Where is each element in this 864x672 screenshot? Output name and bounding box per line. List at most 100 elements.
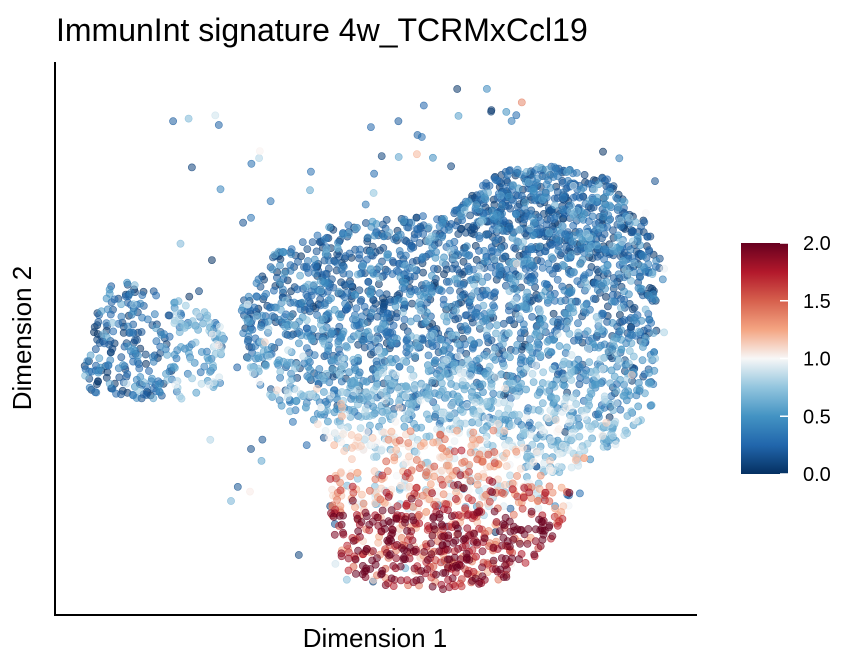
cell-point (94, 318, 103, 326)
cell-point (517, 192, 526, 200)
cell-point (476, 218, 485, 227)
cell-point (108, 318, 117, 327)
cell-point (342, 575, 351, 584)
cell-point (444, 475, 453, 484)
cell-point (417, 423, 426, 432)
cell-point (358, 562, 367, 570)
cell-point (369, 189, 378, 197)
cell-point (365, 520, 374, 529)
cell-point (251, 342, 260, 350)
cell-point (409, 516, 418, 525)
cell-point (379, 232, 388, 241)
cell-point (489, 389, 498, 398)
cell-point (396, 273, 405, 282)
cell-point (397, 576, 405, 585)
cell-point (196, 368, 205, 377)
cell-point (652, 257, 661, 265)
cell-point (337, 412, 346, 421)
cell-point (414, 341, 423, 350)
cell-point (424, 223, 433, 231)
cell-point (572, 168, 581, 177)
cell-point (476, 293, 485, 302)
cell-point (567, 376, 576, 384)
cell-point (484, 188, 492, 197)
cell-point (366, 123, 375, 131)
cell-point (336, 313, 345, 322)
cell-point (346, 280, 354, 288)
cell-point (430, 462, 439, 471)
cell-point (333, 244, 342, 252)
cell-point (296, 305, 305, 314)
cell-point (569, 393, 577, 402)
cell-point (348, 496, 357, 505)
cell-point (419, 101, 428, 110)
cell-point (472, 255, 481, 264)
cell-point (365, 486, 374, 495)
cell-point (306, 365, 314, 374)
colorbar-tick-label: 1.0 (803, 349, 831, 371)
cell-point (519, 443, 528, 452)
cell-point (346, 377, 355, 386)
cell-point (628, 237, 637, 246)
cell-point (461, 419, 470, 428)
cell-point (614, 203, 623, 212)
cell-point (519, 238, 527, 246)
cell-point (357, 295, 366, 304)
cell-point (298, 298, 307, 307)
cell-point (357, 490, 366, 499)
cell-point (569, 221, 578, 230)
cell-point (281, 322, 289, 331)
cell-point (286, 377, 294, 386)
cell-point (550, 169, 558, 178)
cell-point (491, 236, 500, 245)
cell-point (563, 167, 572, 176)
cell-point (487, 107, 495, 116)
cell-point (535, 515, 543, 524)
cell-point (481, 316, 490, 325)
cell-point (276, 278, 284, 286)
cell-point (429, 264, 438, 273)
cell-point (574, 328, 583, 337)
cell-point (484, 450, 493, 459)
cell-point (610, 372, 619, 381)
cell-point (428, 489, 436, 497)
cell-point (205, 380, 214, 389)
cell-point (110, 295, 119, 304)
cell-point (454, 352, 463, 360)
cell-point (466, 362, 474, 371)
cell-point (502, 462, 511, 470)
cell-point (631, 218, 640, 227)
cell-point (535, 242, 544, 251)
cell-point (294, 339, 303, 348)
cell-point (520, 484, 529, 492)
cell-point (626, 245, 635, 254)
cell-point (616, 216, 625, 225)
cell-point (454, 340, 462, 348)
cell-point (606, 379, 615, 388)
cell-point (580, 454, 589, 462)
cell-point (339, 511, 347, 520)
cell-point (388, 526, 397, 534)
cell-point (348, 405, 357, 414)
cell-point (554, 462, 563, 471)
cell-point (163, 350, 172, 359)
cell-point (636, 262, 645, 270)
cell-point (368, 217, 377, 226)
cell-point (453, 274, 462, 283)
cell-point (490, 255, 499, 263)
cell-point (648, 270, 657, 278)
cell-point (244, 292, 253, 301)
cell-point (408, 399, 417, 408)
cell-point (337, 265, 346, 274)
cell-point (174, 297, 183, 306)
cell-point (470, 529, 479, 538)
cell-point (276, 261, 284, 270)
cell-point (412, 484, 421, 492)
cell-point (427, 550, 436, 559)
cell-point (175, 392, 184, 401)
cell-point (391, 371, 400, 380)
cell-point (117, 300, 126, 309)
cell-point (520, 325, 528, 334)
cell-point (264, 352, 273, 361)
cell-point (460, 457, 469, 466)
